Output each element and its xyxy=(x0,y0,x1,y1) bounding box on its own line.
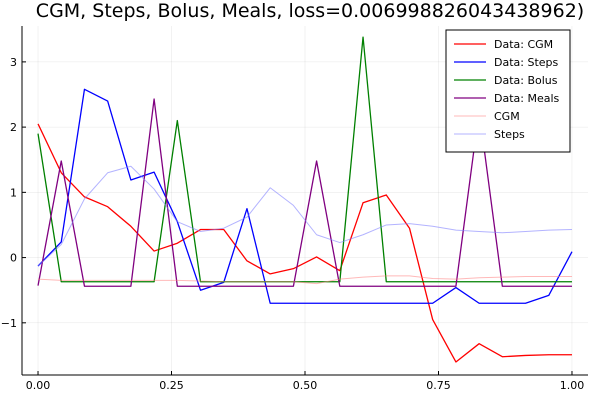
legend-item: Steps xyxy=(454,128,525,141)
legend-item: Data: Steps xyxy=(454,56,559,69)
y-tick-label: 2 xyxy=(10,121,17,134)
legend-label: Data: CGM xyxy=(494,38,553,51)
legend-label: CGM xyxy=(494,110,520,123)
series-line-cgm xyxy=(37,275,572,285)
y-tick-label: 1 xyxy=(10,186,17,199)
legend-box xyxy=(445,29,571,153)
legend-label: Data: Bolus xyxy=(494,74,558,87)
x-tick-label: 0.25 xyxy=(159,379,184,392)
x-tick-label: 0.50 xyxy=(293,379,318,392)
y-tick-label: 3 xyxy=(10,56,17,69)
legend-label: Data: Steps xyxy=(494,56,559,69)
series-line-steps xyxy=(37,165,572,267)
series-line-data-cgm xyxy=(37,123,572,363)
chart-title: CGM, Steps, Bolus, Meals, loss=0.0069988… xyxy=(36,0,584,22)
y-tick-label: −1 xyxy=(1,317,17,330)
series-line-data-bolus xyxy=(37,36,572,283)
series-line-data-steps xyxy=(37,88,573,304)
x-tick-label: 1.00 xyxy=(560,379,585,392)
legend-label: Steps xyxy=(494,128,525,141)
x-tick-label: 0.75 xyxy=(426,379,451,392)
legend-item: CGM xyxy=(454,110,520,123)
legend-item: Data: Bolus xyxy=(454,74,558,87)
legend-item: Data: CGM xyxy=(454,38,553,51)
legend: Data: CGM Data: Steps Data: Bolus Data: Mea… xyxy=(445,29,571,153)
legend-item: Data: Meals xyxy=(454,92,560,105)
legend-label: Data: Meals xyxy=(494,92,560,105)
y-tick-label: 0 xyxy=(10,252,17,265)
axes: 0.00 0.25 0.50 0.75 1.00 −1 0 1 2 3 xyxy=(1,26,588,392)
x-tick-label: 0.00 xyxy=(26,379,51,392)
